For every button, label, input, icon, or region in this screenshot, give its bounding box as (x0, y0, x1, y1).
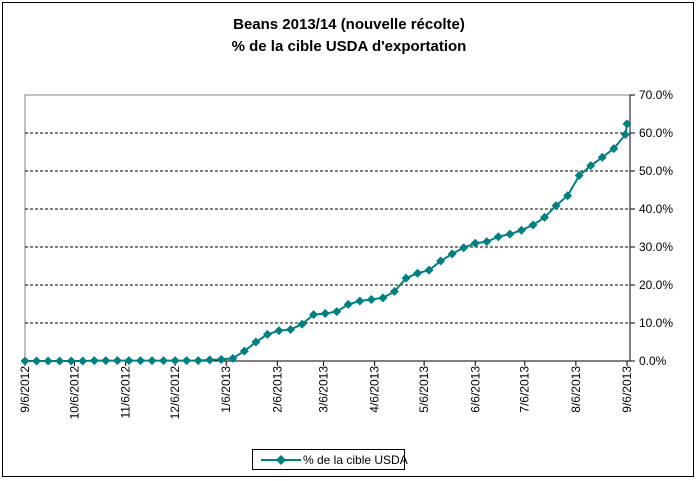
data-point (286, 324, 296, 334)
data-point (170, 356, 180, 366)
data-point (516, 225, 526, 235)
x-tick-label: 5/6/2013 (417, 366, 431, 413)
data-point (586, 161, 596, 171)
x-tick-label: 7/6/2013 (518, 366, 532, 413)
data-point (193, 356, 203, 366)
data-point (551, 201, 561, 211)
data-point (343, 299, 353, 309)
x-tick-label: 1/6/2013 (219, 366, 233, 413)
y-tick-label: 0.0% (639, 354, 667, 368)
y-tick-label: 20.0% (639, 278, 673, 292)
data-point (563, 191, 573, 201)
data-point (205, 355, 215, 365)
data-point (55, 356, 65, 366)
x-tick-label: 12/6/2012 (168, 366, 182, 420)
data-point (20, 356, 30, 366)
data-point (112, 356, 122, 366)
legend-marker-icon (261, 455, 301, 465)
chart-title-line1: Beans 2013/14 (nouvelle récolte) (233, 16, 465, 33)
data-point (424, 265, 434, 275)
data-point (389, 286, 399, 296)
plot-area (24, 94, 631, 362)
y-tick-label: 40.0% (639, 202, 673, 216)
x-tick-label: 11/6/2012 (119, 366, 133, 419)
data-point (447, 249, 457, 259)
data-point (609, 144, 619, 154)
x-tick-label: 8/6/2013 (569, 366, 583, 413)
data-point (228, 353, 238, 363)
x-tick-label: 9/6/2013 (620, 366, 634, 413)
y-tick-label: 60.0% (639, 126, 673, 140)
data-point (540, 212, 550, 222)
data-point (597, 152, 607, 162)
data-point (274, 326, 284, 336)
x-tick-label: 9/6/2012 (18, 366, 32, 413)
y-tick-label: 70.0% (639, 88, 673, 102)
data-point (124, 356, 134, 366)
data-point (159, 356, 169, 366)
data-point (459, 243, 469, 253)
chart-title: Beans 2013/14 (nouvelle récolte) % de la… (0, 14, 698, 58)
data-point (89, 356, 99, 366)
data-point (493, 232, 503, 242)
legend: % de la cible USDA (252, 449, 408, 470)
data-point (262, 329, 272, 339)
data-point (32, 356, 42, 366)
data-point (505, 229, 515, 239)
data-point (297, 319, 307, 329)
data-point (470, 238, 480, 248)
data-point (182, 356, 192, 366)
y-tick-label: 30.0% (639, 240, 673, 254)
data-point (482, 237, 492, 247)
data-point (66, 356, 76, 366)
data-point (332, 307, 342, 317)
data-point (528, 220, 538, 230)
data-point (574, 171, 584, 181)
data-point (622, 119, 632, 129)
data-point (366, 294, 376, 304)
data-point (239, 346, 249, 356)
data-point (251, 337, 261, 347)
data-point (355, 296, 365, 306)
data-point (320, 309, 330, 318)
y-tick-label: 10.0% (639, 316, 673, 330)
data-point (135, 356, 145, 366)
legend-label: % de la cible USDA (303, 453, 408, 467)
data-point (620, 130, 630, 140)
y-tick-label: 50.0% (639, 164, 673, 178)
x-tick-label: 3/6/2013 (317, 366, 331, 413)
data-point (309, 310, 319, 320)
chart-title-line2: % de la cible USDA d'exportation (231, 38, 467, 55)
x-tick-label: 4/6/2013 (368, 366, 382, 413)
x-tick-label: 2/6/2013 (270, 366, 284, 413)
data-point (413, 268, 423, 278)
data-point (78, 356, 88, 366)
x-tick-label: 10/6/2012 (67, 366, 81, 420)
data-point (401, 273, 411, 283)
data-point (101, 356, 111, 366)
data-point (378, 293, 388, 303)
data-point (216, 354, 226, 364)
data-point (43, 356, 53, 366)
data-point (147, 356, 157, 366)
data-point (436, 256, 446, 266)
x-tick-label: 6/6/2013 (468, 366, 482, 413)
